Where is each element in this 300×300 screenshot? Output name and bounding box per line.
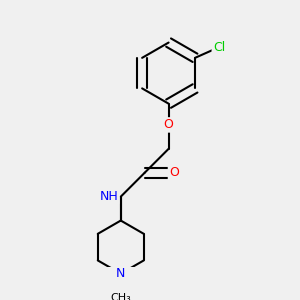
Text: CH₃: CH₃ bbox=[110, 292, 131, 300]
Text: NH: NH bbox=[99, 190, 118, 203]
Text: O: O bbox=[164, 118, 173, 131]
Text: O: O bbox=[169, 166, 179, 179]
Text: Cl: Cl bbox=[213, 41, 225, 54]
Text: N: N bbox=[116, 267, 125, 280]
